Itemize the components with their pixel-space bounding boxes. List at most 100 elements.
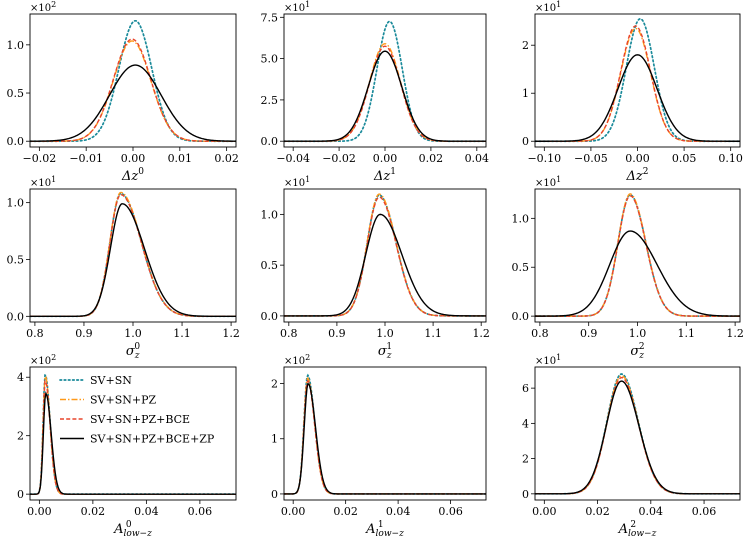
x-axis-label: Δz2 [626,167,649,184]
x-axis-label: Alow−z1 [365,520,404,539]
x-tick-label: 0.02 [585,505,610,518]
series-group [284,373,486,495]
plot-frame [283,13,487,148]
plot-frame [283,366,487,501]
x-tick-label: 0.01 [168,152,193,165]
y-tick-label: 0.5 [7,87,25,100]
plot-frame [283,188,487,323]
series-line-sv-sn-pz-bce [284,196,486,317]
x-tick-label: 0.02 [214,152,239,165]
series-line-sv-sn-pz [535,375,740,495]
series-line-sv-sn-pz [535,27,740,142]
x-tick-label: 0.02 [81,505,106,518]
x-tick-label: −0.01 [69,152,103,165]
series-line-sv-sn-pz-bce-zp [284,382,486,495]
y-tick-label: 7.5 [261,11,279,24]
series-group [284,193,486,317]
chart-5: 0.8 0.9 1.0 1.1 1.2 0.0 0.5 1.0 ×101 σz1 [261,175,490,361]
plot-frame [29,188,237,323]
series-line-sv-sn-pz-bce-zp [284,50,486,142]
y-multiplier-label: ×102 [30,353,56,367]
x-tick-label: 0.00 [532,505,557,518]
series-group [535,193,740,317]
x-tick-label: 1.2 [472,327,490,340]
x-axis-label: Δz0 [121,167,144,184]
series-line-sv-sn-pz [284,193,486,317]
series-line-sv-sn [284,373,486,495]
series-line-sv-sn [535,373,740,495]
x-axis-label: σz2 [630,342,644,361]
legend: SV+SN SV+SN+PZ SV+SN+PZ+BCE SV+SN+PZ+BCE+ZP [59,374,215,446]
y-tick-label: 0 [522,488,529,501]
plot-frame [534,13,741,148]
x-tick-label: 0.06 [188,505,213,518]
y-tick-label: 0 [522,135,529,148]
legend-label-sv-sn-pz: SV+SN+PZ [90,394,156,407]
series-group [30,191,236,318]
chart-3: −0.10 −0.05 0.00 0.05 0.10 0 1 2 ×101 Δz2 [522,0,743,184]
y-tick-label: 1.0 [261,208,279,221]
x-tick-label: 0.9 [75,327,93,340]
series-line-sv-sn-pz [284,43,486,142]
series-line-sv-sn [284,20,486,143]
x-tick-label: 1.2 [726,327,744,340]
x-tick-label: 0.00 [27,505,52,518]
y-multiplier-label: ×101 [284,0,310,14]
y-tick-label: 0.0 [7,310,25,323]
x-tick-label: 0.00 [625,152,650,165]
y-tick-label: 1 [522,87,529,100]
y-tick-label: 2 [17,430,24,443]
plot-frame [534,366,741,501]
x-tick-label: 0.05 [672,152,697,165]
series-line-sv-sn [284,194,486,317]
y-multiplier-label: ×102 [284,353,310,367]
x-tick-label: 0.06 [438,505,463,518]
x-tick-label: 0.9 [328,327,346,340]
y-tick-label: 0.5 [7,253,25,266]
x-tick-label: 0.04 [386,505,411,518]
x-tick-label: 0.9 [580,327,598,340]
series-line-sv-sn-pz-bce [535,376,740,495]
y-tick-label: 2 [271,378,278,391]
series-group [535,17,740,143]
legend-label-sv-sn-pz-bce: SV+SN+PZ+BCE [90,413,190,426]
series-line-sv-sn-pz-bce [284,379,486,495]
series-group [284,20,486,143]
x-tick-label: −0.02 [23,152,57,165]
series-group [535,373,740,495]
x-tick-label: 0.8 [26,327,44,340]
series-group [30,374,236,495]
legend-label-sv-sn: SV+SN [90,374,132,387]
y-multiplier-label: ×101 [535,353,561,367]
legend-label-sv-sn-pz-bce-zp: SV+SN+PZ+BCE+ZP [90,433,215,446]
y-tick-label: 0.5 [512,261,530,274]
chart-4: 0.8 0.9 1.0 1.1 1.2 0.0 0.5 1.0 ×101 σz0 [7,175,240,361]
y-multiplier-label: ×101 [30,175,56,189]
x-tick-label: 1.1 [173,327,191,340]
chart-1: −0.02 −0.01 0.00 0.01 0.02 0.0 0.5 1.0 ×102 Δz0 [7,0,239,184]
plot-frame [29,13,237,148]
x-tick-label: 0.04 [639,505,664,518]
y-multiplier-label: ×102 [30,0,56,14]
y-multiplier-label: ×101 [535,175,561,189]
series-line-sv-sn-pz-bce [535,195,740,317]
series-line-sv-sn-pz-bce [284,45,486,142]
series-line-sv-sn-pz-bce-zp [30,203,236,318]
chart-8: 0.00 0.02 0.04 0.06 0 1 2 ×102 Alow−z1 [271,353,487,539]
y-tick-label: 5.0 [261,53,279,66]
x-tick-label: 1.0 [376,327,394,340]
series-line-sv-sn-pz [535,193,740,317]
plot-frame [29,366,237,501]
x-tick-label: −0.10 [527,152,561,165]
x-tick-label: −0.02 [322,152,356,165]
y-multiplier-label: ×101 [284,175,310,189]
y-tick-label: 2.5 [261,94,279,107]
x-tick-label: 0.04 [134,505,159,518]
series-line-sv-sn-pz-bce-zp [30,64,236,142]
x-tick-label: 0.00 [121,152,146,165]
x-tick-label: 0.8 [280,327,298,340]
x-tick-label: 0.04 [465,152,490,165]
x-tick-label: 1.1 [678,327,696,340]
y-tick-label: 2 [522,453,529,466]
